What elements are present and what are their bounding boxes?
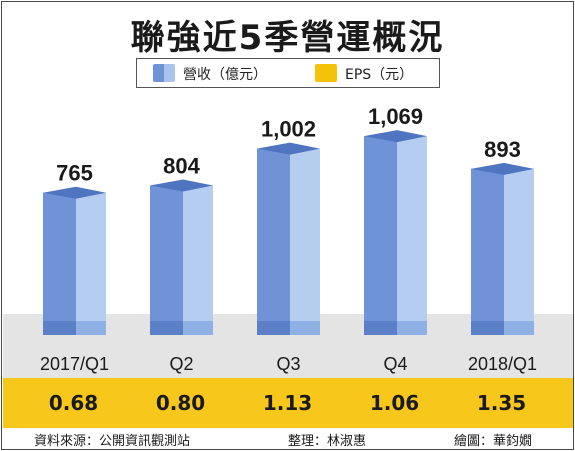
bar-1-left-face: [150, 185, 183, 335]
legend-eps-label: EPS（元）: [345, 67, 414, 83]
bar-3-value-label: 1,069: [368, 104, 423, 129]
bar-3-base-right: [397, 321, 427, 335]
bar-2-right-face: [290, 148, 320, 335]
eps-band: 0.68 0.80 1.13 1.06 1.35: [3, 378, 573, 428]
legend-revenue-swatch: [153, 64, 175, 82]
revenue-bar-chart: 765 2017/Q1 804 Q2 1,002 Q3 1,069 Q4 893 2018/Q1: [3, 104, 573, 380]
bar-3-top: [364, 130, 427, 143]
eps-value-0: 0.68: [48, 391, 99, 415]
bar-1-base-right: [183, 321, 213, 335]
bar-4-left-face: [471, 168, 504, 335]
bar-0-base-left: [43, 321, 76, 335]
bar-2-base-left: [257, 321, 290, 335]
eps-value-2: 1.13: [262, 391, 313, 415]
bar-0-left-face: [43, 192, 76, 335]
legend-revenue-label: 營收（億元）: [183, 67, 267, 83]
bar-0-value-label: 765: [56, 161, 93, 186]
category-label-1: Q2: [169, 354, 193, 374]
bar-4-base-left: [471, 321, 504, 335]
bar-2-left-face: [257, 148, 290, 335]
eps-value-1: 0.80: [155, 391, 206, 415]
category-label-3: Q4: [383, 354, 407, 374]
eps-value-3: 1.06: [369, 391, 420, 415]
bar-1-top: [150, 179, 213, 192]
bar-2-top: [257, 142, 320, 155]
bar-4-value-label: 893: [484, 137, 521, 162]
eps-value-4: 1.35: [476, 391, 527, 415]
footer-editor: 整理：林淑惠: [288, 434, 367, 449]
bar-0-base-right: [76, 321, 106, 335]
bar-1-base-left: [150, 321, 183, 335]
bar-3-base-left: [364, 321, 397, 335]
category-label-4: 2018/Q1: [468, 354, 537, 374]
bar-0-right-face: [76, 192, 106, 335]
legend-eps-swatch: [315, 64, 337, 82]
bar-1-right-face: [183, 185, 213, 335]
chart-title: 聯強近5季營運概況: [130, 18, 445, 58]
bar-0-top: [43, 186, 106, 199]
bar-2-value-label: 1,002: [261, 117, 316, 142]
footer-source: 資料來源：公開資訊觀測站: [34, 434, 191, 449]
bar-4-base-right: [504, 321, 534, 335]
category-label-0: 2017/Q1: [40, 354, 109, 374]
bar-2-base-right: [290, 321, 320, 335]
bar-4-right-face: [504, 168, 534, 335]
bar-3-left-face: [364, 136, 397, 335]
bar-1-value-label: 804: [163, 153, 200, 178]
footer-artist: 繪圖：華鈞嫺: [454, 434, 533, 449]
category-label-2: Q3: [276, 354, 300, 374]
bar-3-right-face: [397, 136, 427, 335]
bar-4-top: [471, 162, 534, 175]
legend: 營收（億元） EPS（元）: [136, 58, 440, 88]
